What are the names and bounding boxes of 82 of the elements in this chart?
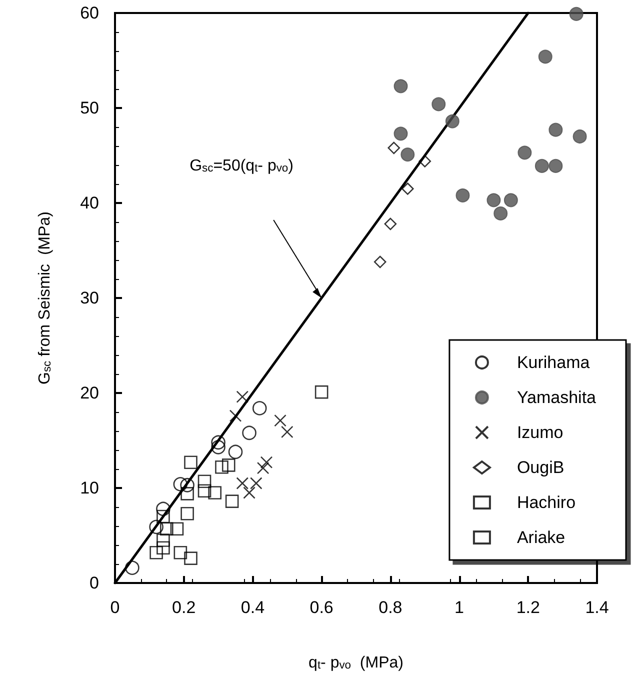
point — [394, 79, 408, 94]
point — [125, 560, 140, 575]
y-tick-label: 20 — [80, 384, 99, 402]
point — [314, 385, 328, 399]
y-tick-label: 50 — [80, 98, 99, 118]
point — [569, 6, 584, 21]
point — [229, 410, 242, 422]
point — [494, 206, 508, 220]
y-tick-label: 40 — [80, 194, 99, 212]
legend-label: Kurihama — [516, 353, 590, 372]
point — [173, 477, 188, 492]
point — [250, 477, 262, 490]
point — [534, 158, 549, 173]
y-tick-label: 30 — [80, 288, 99, 308]
point — [160, 522, 174, 536]
point — [215, 460, 228, 474]
legend-label: Hachiro — [516, 493, 576, 512]
point — [170, 522, 184, 536]
point — [374, 256, 386, 268]
legend-label: Ariake — [516, 528, 566, 547]
point — [400, 148, 415, 162]
point — [538, 50, 552, 64]
point — [180, 487, 194, 500]
y-axis-title: Gsc from Seismic (MPa) — [36, 212, 54, 384]
x-tick-label: 0.6 — [310, 598, 334, 617]
point — [252, 401, 267, 416]
point — [260, 456, 273, 468]
point — [180, 507, 194, 520]
y-tick-label: 10 — [80, 478, 99, 498]
point — [174, 546, 188, 560]
point — [236, 390, 249, 403]
point — [274, 414, 286, 427]
point — [394, 126, 408, 141]
point — [256, 462, 270, 474]
x-tick-label: 1.4 — [585, 598, 609, 617]
point — [518, 146, 532, 160]
x-tick-label: 1 — [454, 598, 464, 617]
point — [236, 477, 249, 490]
point — [211, 435, 226, 450]
y-tick-label: 0 — [90, 574, 99, 592]
x-tick-label: 1.2 — [516, 598, 540, 617]
legend-label: OugiB — [516, 458, 564, 477]
point — [548, 122, 563, 137]
point — [486, 193, 501, 208]
point — [156, 502, 170, 516]
point — [280, 426, 294, 438]
point — [432, 97, 446, 112]
x-tick-label: 0.8 — [378, 598, 402, 617]
point — [384, 218, 397, 230]
point — [548, 158, 563, 173]
point — [156, 534, 170, 547]
point — [504, 193, 518, 208]
x-tick-label: 0 — [110, 598, 120, 617]
point — [184, 456, 198, 469]
x-tick-label: 0.2 — [172, 598, 196, 617]
legend-label: Yamashita — [516, 388, 597, 407]
annotation: Gsc=50(qt- pvo) — [190, 158, 294, 174]
x-tick-label: 0.4 — [240, 598, 265, 617]
legend-label: Izumo — [516, 423, 564, 442]
point — [456, 188, 470, 202]
point — [150, 546, 163, 560]
point — [156, 510, 170, 524]
x-axis-title: qt- pvo (MPa) — [308, 654, 404, 672]
point — [401, 182, 414, 195]
point — [222, 458, 236, 472]
point — [418, 155, 432, 168]
point — [242, 426, 256, 440]
point — [243, 486, 256, 499]
y-tick-label: 60 — [80, 4, 99, 22]
point — [208, 486, 222, 500]
point — [198, 484, 212, 498]
point — [184, 552, 198, 565]
point — [228, 444, 243, 460]
point — [572, 130, 587, 144]
point — [388, 142, 400, 154]
point — [211, 440, 226, 454]
point — [149, 520, 164, 534]
point — [445, 114, 460, 128]
point — [180, 478, 194, 492]
point — [156, 541, 170, 554]
point — [198, 474, 212, 488]
point — [225, 494, 239, 508]
